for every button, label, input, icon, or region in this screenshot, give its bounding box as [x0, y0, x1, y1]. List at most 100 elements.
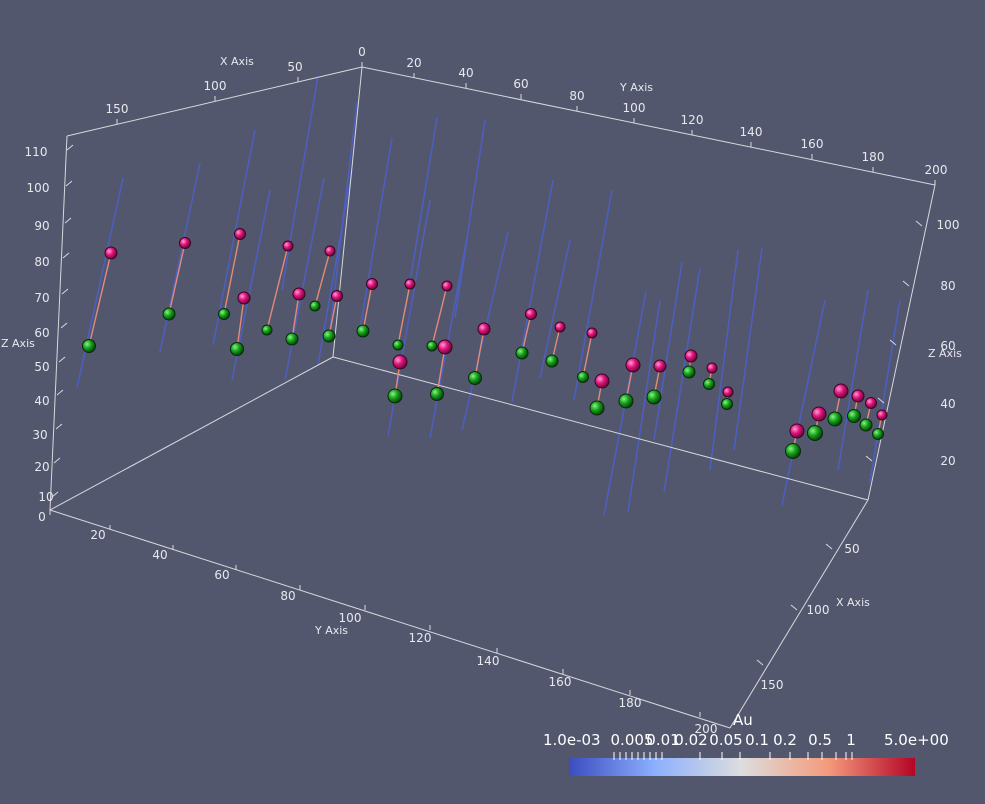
top-y-tick-label: 180 — [862, 150, 885, 164]
left-z-tick-label: 70 — [34, 291, 49, 305]
sample-interval-line — [266, 245, 289, 331]
drillhole-trace — [281, 75, 319, 291]
axis-edge-floor-x — [49, 356, 334, 511]
top-x-tick-label: 0 — [358, 45, 366, 59]
bottom-sample-marker — [859, 418, 873, 432]
top-sample-marker — [366, 278, 378, 290]
left-z-tick-label: 100 — [27, 181, 50, 195]
sample-interval-line — [314, 250, 331, 307]
top-y-tick-label: 140 — [740, 125, 763, 139]
bottom-sample-marker — [356, 324, 370, 338]
bottom-y-tick-label: 60 — [214, 568, 229, 582]
sample-interval-line — [521, 313, 532, 354]
bottom-sample-marker — [589, 400, 605, 416]
bottom-y-tick-label: 160 — [549, 675, 572, 689]
drillhole-trace — [709, 249, 739, 471]
right-z-tick-label: 40 — [940, 397, 955, 411]
left-z-tick — [58, 356, 66, 363]
bottom-sample-marker — [322, 329, 336, 343]
top-sample-marker — [653, 359, 667, 373]
drillhole-trace — [869, 299, 901, 483]
bottom-y-tick-label: 40 — [152, 548, 167, 562]
top-sample-marker — [237, 291, 251, 305]
top-sample-marker — [789, 423, 805, 439]
top-y-tick-label: 200 — [925, 163, 948, 177]
axis-edge-top-y — [361, 66, 936, 186]
bottom-sample-marker — [82, 339, 96, 353]
axis-edge-right-z — [867, 184, 936, 501]
left-z-tick-label: 80 — [34, 255, 49, 269]
bottom-sample-marker — [285, 332, 299, 346]
bottom-sample-marker — [785, 443, 801, 459]
top-sample-marker — [392, 354, 408, 370]
sample-interval-line — [397, 283, 411, 346]
axis-ticks — [49, 62, 936, 717]
drillhole-trace — [511, 179, 554, 403]
bottom-sample-marker — [682, 365, 696, 379]
colorbar-tick-label: 0.005 — [611, 731, 654, 749]
drillhole-traces — [76, 75, 901, 516]
bottom-sample-marker — [218, 308, 230, 320]
top-y-tick-label: 160 — [801, 137, 824, 151]
top-sample-marker — [865, 397, 877, 409]
drillhole-trace — [454, 119, 486, 319]
top-sample-marker — [554, 321, 566, 333]
top-y-axis-title: Y Axis — [619, 81, 653, 94]
left-z-tick — [64, 217, 72, 224]
axis-edge-left-z — [49, 135, 68, 511]
top-sample-marker — [833, 383, 849, 399]
bottom-y-tick-label: 200 — [695, 722, 718, 736]
left-z-tick — [65, 180, 73, 187]
bottom-sample-marker — [807, 425, 823, 441]
left-z-tick-label: 110 — [25, 145, 48, 159]
axis-edge-right-x — [729, 499, 869, 729]
bottom-sample-marker — [618, 393, 634, 409]
bottom-sample-marker — [430, 387, 444, 401]
right-z-tick-label: 60 — [940, 339, 955, 353]
top-y-tick-label: 80 — [569, 89, 584, 103]
top-sample-marker — [625, 357, 641, 373]
colorbar-tick-label: 1 — [846, 731, 856, 749]
bottom-sample-marker — [392, 339, 404, 351]
top-sample-marker — [811, 406, 827, 422]
top-sample-marker — [722, 386, 734, 398]
bottom-sample-marker — [261, 324, 273, 336]
drillhole-trace — [212, 129, 256, 346]
drillhole-trace — [837, 289, 869, 471]
right-x-tick — [825, 543, 833, 550]
colorbar-gradient-bar — [569, 758, 915, 776]
right-x-axis-title: X Axis — [836, 596, 870, 609]
bottom-y-tick-label: 80 — [280, 589, 295, 603]
bottom-y-tick-label: 20 — [90, 528, 105, 542]
left-z-tick-label: 90 — [34, 219, 49, 233]
right-z-tick — [902, 280, 910, 287]
colorbar-tick-label: 0.02 — [674, 731, 707, 749]
top-sample-marker — [324, 245, 336, 257]
top-sample-marker — [292, 287, 306, 301]
colorbar-ticks — [613, 752, 853, 760]
left-z-tick-label: 40 — [34, 394, 49, 408]
top-x-tick-label: 50 — [287, 60, 302, 74]
drillhole-trace — [159, 162, 201, 353]
sample-interval-line — [168, 242, 186, 315]
top-sample-marker — [876, 409, 888, 421]
bottom-sample-marker — [872, 428, 884, 440]
bottom-sample-marker — [703, 378, 715, 390]
right-z-tick-label: 20 — [940, 454, 955, 468]
drillhole-trace — [573, 189, 613, 401]
bottom-sample-marker — [577, 371, 589, 383]
right-x-tick-label: 100 — [807, 603, 830, 617]
bottom-sample-marker — [847, 409, 861, 423]
top-sample-marker — [441, 280, 453, 292]
top-sample-marker — [282, 240, 294, 252]
right-x-tick — [756, 659, 764, 666]
top-sample-marker — [477, 322, 491, 336]
bottom-sample-marker — [387, 388, 403, 404]
sample-markers — [82, 228, 888, 459]
drillhole-trace — [663, 267, 701, 493]
top-x-tick-label: 150 — [106, 102, 129, 116]
bottom-y-tick-label: 140 — [477, 654, 500, 668]
sample-interval-line — [436, 346, 446, 395]
axis-edge-floor-y-back — [332, 356, 869, 501]
